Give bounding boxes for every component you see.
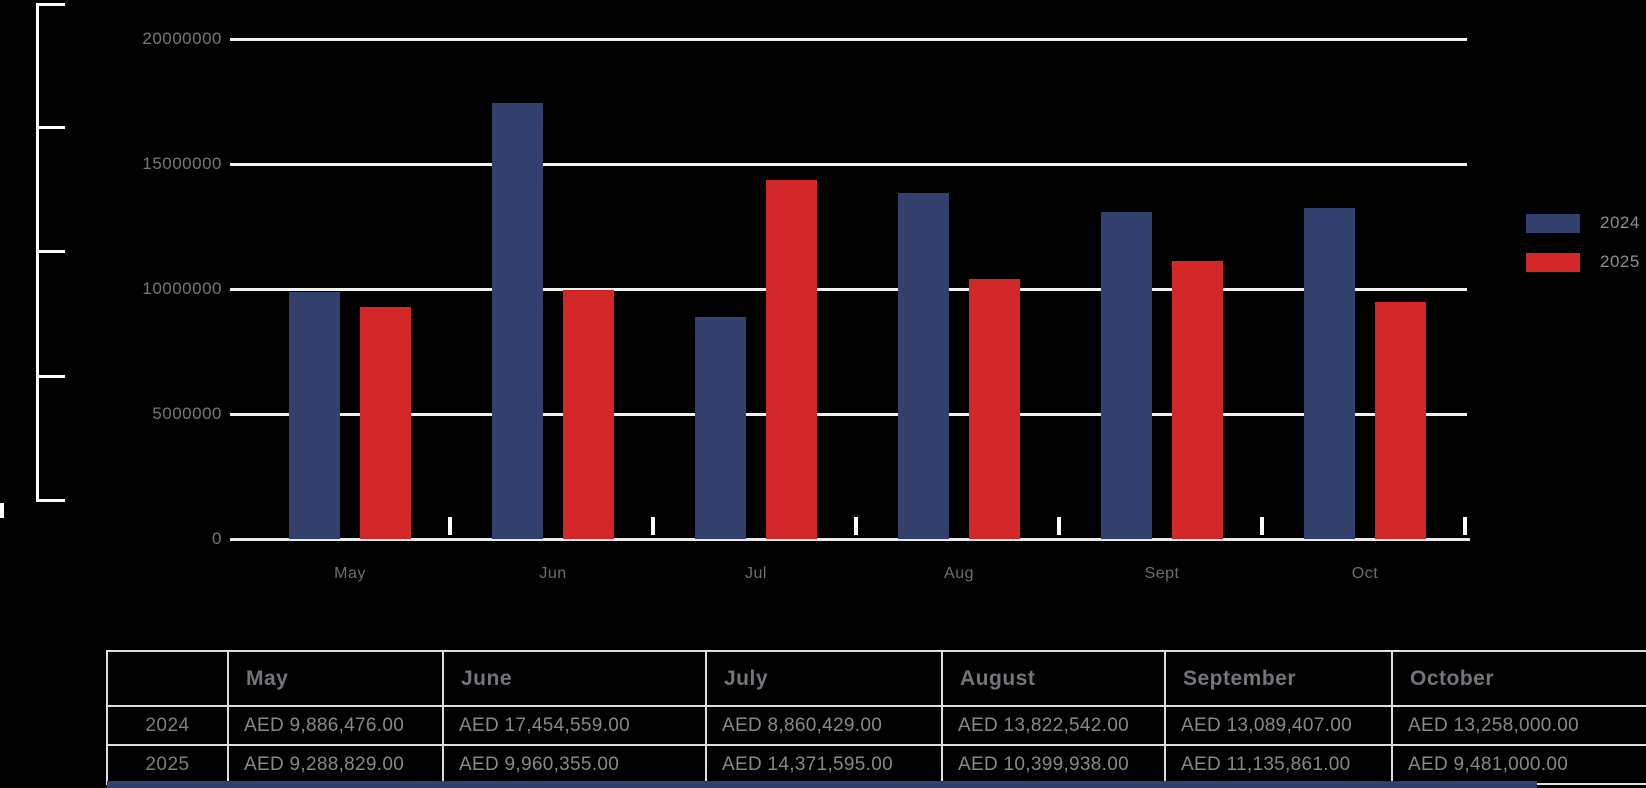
x-tick-dash xyxy=(854,517,858,535)
table-cell-2025-october: AED 9,481,000.00 xyxy=(1393,746,1646,785)
legend: 2024 2025 xyxy=(1526,213,1640,272)
table-row-label-2025: 2025 xyxy=(108,746,229,785)
month-label-jul: Jul xyxy=(745,565,767,582)
bar-2024-may xyxy=(289,291,340,539)
y-gridline xyxy=(230,38,1467,41)
legend-item-2025: 2025 xyxy=(1526,252,1640,272)
bar-2024-jun xyxy=(492,102,543,539)
table-cell-2025-may: AED 9,288,829.00 xyxy=(229,746,444,785)
y-tick-label: 10000000 xyxy=(142,279,222,298)
legend-swatch-2024 xyxy=(1526,213,1580,233)
table-header-may: May xyxy=(229,652,444,707)
table-cell-2024-may: AED 9,886,476.00 xyxy=(229,707,444,746)
ruler-tick xyxy=(36,499,65,502)
bar-2025-jun xyxy=(563,289,614,539)
month-label-may: May xyxy=(334,565,366,582)
legend-label-2024: 2024 xyxy=(1600,213,1640,232)
legend-item-2024: 2024 xyxy=(1526,213,1640,233)
y-tick-label: 5000000 xyxy=(152,404,222,423)
bar-2025-sept xyxy=(1172,260,1223,539)
bar-2025-aug xyxy=(969,279,1020,539)
bar-2024-sept xyxy=(1101,211,1152,539)
table-cell-2025-june: AED 9,960,355.00 xyxy=(444,746,707,785)
table-row-label-2024: 2024 xyxy=(108,707,229,746)
table-header-june: June xyxy=(444,652,707,707)
table-cell-2024-july: AED 8,860,429.00 xyxy=(707,707,943,746)
table-header-september: September xyxy=(1166,652,1393,707)
month-label-sept: Sept xyxy=(1144,565,1180,582)
y-tick-label: 0 xyxy=(212,529,222,548)
y-tick-label: 15000000 xyxy=(142,154,222,173)
legend-swatch-2025 xyxy=(1526,252,1580,272)
x-tick-dash xyxy=(651,517,655,535)
x-axis-baseline xyxy=(230,538,1470,541)
bar-2025-may xyxy=(360,306,411,539)
month-label-aug: Aug xyxy=(944,565,974,582)
y-gridline xyxy=(230,288,1467,291)
table-cell-2025-september: AED 11,135,861.00 xyxy=(1166,746,1393,785)
table-header-empty xyxy=(108,652,229,707)
left-edge-notch xyxy=(0,503,4,518)
table-header-august: August xyxy=(943,652,1166,707)
bar-2024-jul xyxy=(695,317,746,539)
bar-2025-oct xyxy=(1375,301,1426,539)
table-cell-2024-september: AED 13,089,407.00 xyxy=(1166,707,1393,746)
monthly-values-table: May June July August September October 2024 AED… xyxy=(106,650,1646,785)
bar-2024-oct xyxy=(1304,207,1355,539)
x-tick-dash xyxy=(1260,517,1264,535)
table-header-october: October xyxy=(1393,652,1646,707)
bar-2025-jul xyxy=(766,179,817,539)
bottom-accent-bar xyxy=(107,781,1537,788)
table-cell-2024-october: AED 13,258,000.00 xyxy=(1393,707,1646,746)
ruler-tick xyxy=(36,250,65,253)
table-header-july: July xyxy=(707,652,943,707)
table-cell-2024-august: AED 13,822,542.00 xyxy=(943,707,1166,746)
table-cell-2025-july: AED 14,371,595.00 xyxy=(707,746,943,785)
table-cell-2024-june: AED 17,454,559.00 xyxy=(444,707,707,746)
month-label-oct: Oct xyxy=(1351,565,1379,582)
month-label-jun: Jun xyxy=(539,565,567,582)
y-tick-label: 20000000 xyxy=(142,29,222,48)
ruler-tick xyxy=(36,375,65,378)
ruler-tick xyxy=(36,3,65,6)
legend-label-2025: 2025 xyxy=(1600,252,1640,271)
y-gridline xyxy=(230,163,1467,166)
bar-2024-aug xyxy=(898,193,949,539)
table-cell-2025-august: AED 10,399,938.00 xyxy=(943,746,1166,785)
x-tick-dash xyxy=(1057,517,1061,535)
x-tick-dash xyxy=(448,517,452,535)
x-tick-dash xyxy=(1463,517,1467,535)
y-gridline xyxy=(230,413,1467,416)
ruler-tick xyxy=(36,126,65,129)
